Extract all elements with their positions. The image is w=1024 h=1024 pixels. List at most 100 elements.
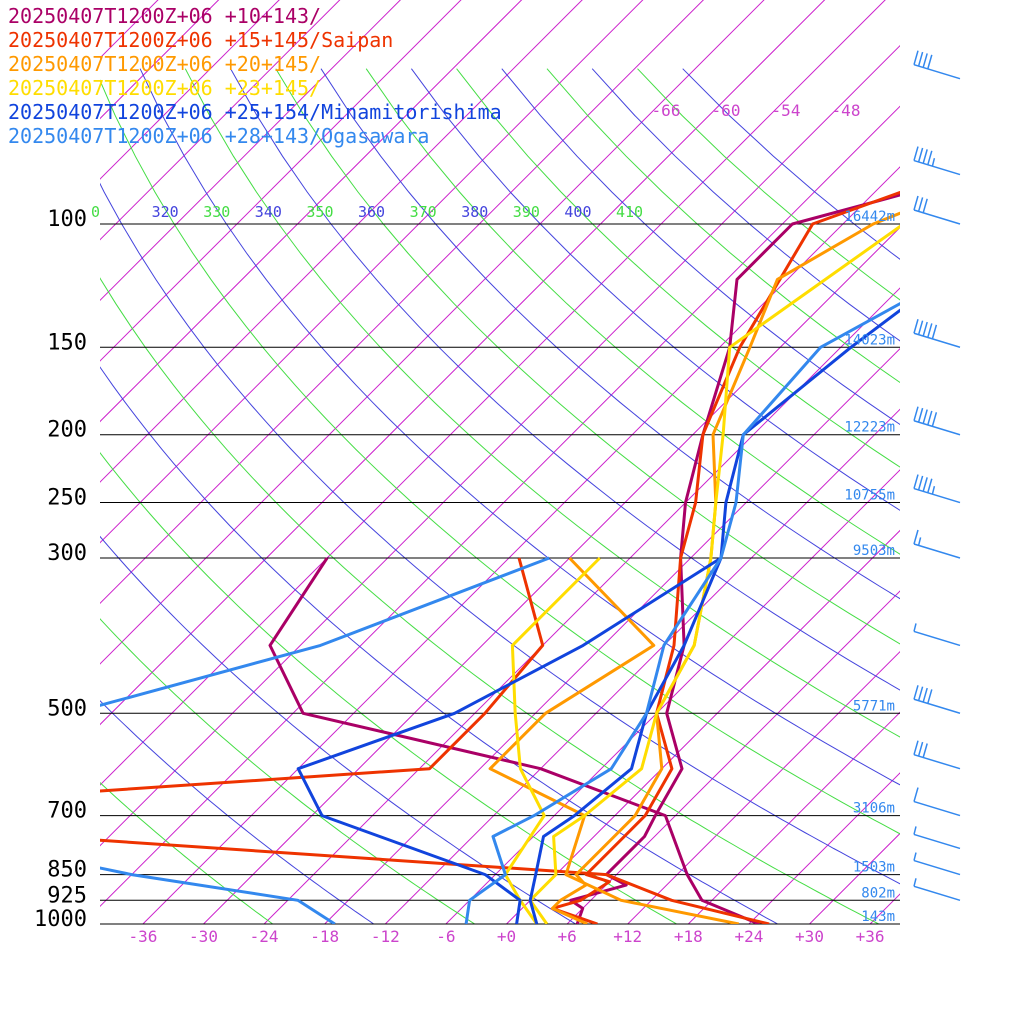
- barb-flag: [917, 197, 924, 212]
- dry-adiabat-line: [100, 700, 374, 924]
- height-label-925: 802m: [861, 885, 895, 901]
- barb-shaft: [913, 543, 961, 559]
- dry-adiabat-line: [230, 68, 900, 691]
- temperature-line: [528, 224, 900, 924]
- theta-label: 340: [255, 203, 282, 221]
- theta-label: 0: [91, 203, 100, 221]
- dry-adiabat-line: [275, 68, 900, 645]
- dry-adiabat-line: [100, 618, 475, 924]
- barb-flag: [913, 787, 919, 802]
- barb-flag: [913, 406, 919, 421]
- isotherm-line: [100, 0, 886, 786]
- dewpoint-line: [296, 556, 722, 924]
- barb-shaft: [913, 833, 961, 850]
- height-label-200: 12223m: [844, 420, 895, 436]
- dry-adiabat-line: [410, 68, 900, 511]
- theta-label: 400: [564, 203, 591, 221]
- isotherm-line: [100, 0, 826, 726]
- x-tick-label: -30: [189, 927, 218, 946]
- isotherm-line: [627, 650, 900, 924]
- x-tick-label: +36: [856, 927, 885, 946]
- height-label-150: 14023m: [844, 332, 895, 348]
- pressure-label-500: 500: [47, 696, 87, 721]
- legend-entry: 20250407T1200Z+06 +15+145/Saipan: [8, 28, 393, 52]
- height-label-500: 5771m: [853, 698, 895, 714]
- barb-flag: [913, 146, 919, 161]
- isotherm-label: -48: [832, 101, 861, 120]
- legend-entry: 20250407T1200Z+06 +23+145/: [8, 76, 321, 100]
- wind-barb: [913, 740, 961, 770]
- legend-entry: 20250407T1200Z+06 +25+154/Minamitorishim…: [8, 100, 502, 124]
- height-label-700: 3106m: [853, 801, 895, 817]
- x-tick-label: +12: [613, 927, 642, 946]
- series-3: [503, 224, 900, 924]
- theta-label: 390: [513, 203, 540, 221]
- barb-half-flag: [913, 878, 917, 887]
- temperature-line: [464, 301, 900, 924]
- pressure-level-lines: [100, 223, 900, 925]
- barb-flag: [917, 475, 924, 491]
- x-tick-label: +6: [557, 927, 576, 946]
- legend-entry: 20250407T1200Z+06 +10+143/: [8, 4, 321, 28]
- barb-flag: [922, 53, 928, 68]
- theta-label: 330: [203, 203, 230, 221]
- axis-labels: 100 16442m 150 14023m 200 12223m 250 10755m 300 9…: [34, 101, 895, 946]
- barb-shaft: [913, 487, 961, 504]
- barb-shaft: [913, 753, 961, 770]
- isotherm-line: [100, 0, 402, 302]
- x-tick-label: -24: [250, 927, 279, 946]
- barb-shaft: [913, 885, 961, 902]
- barb-flag: [917, 147, 924, 163]
- height-label-100: 16442m: [844, 209, 895, 225]
- isotherm-line: [100, 0, 280, 180]
- barb-flag: [922, 198, 928, 214]
- wind-barb: [913, 146, 961, 176]
- dry-adiabat-line: [456, 68, 900, 468]
- barb-half-flag: [913, 852, 917, 861]
- barb-flag: [922, 743, 928, 758]
- x-tick-label: -12: [371, 927, 400, 946]
- barb-shaft: [913, 859, 961, 876]
- barb-shaft: [913, 800, 961, 817]
- dry-adiabat-line: [184, 68, 900, 738]
- isotherm-line: [100, 0, 705, 605]
- series-5: [100, 301, 900, 924]
- dewpoint-line: [488, 556, 740, 924]
- height-label-250: 10755m: [844, 488, 895, 504]
- barb-half-flag: [931, 158, 936, 167]
- pressure-label-150: 150: [47, 330, 87, 355]
- legend: 20250407T1200Z+06 +10+143/20250407T1200Z…: [8, 4, 502, 148]
- legend-entry: 20250407T1200Z+06 +20+145/: [8, 52, 321, 76]
- isotherm-line: [100, 0, 523, 423]
- barb-shaft: [913, 159, 961, 176]
- x-tick-label: -6: [436, 927, 455, 946]
- isotherm-line: [566, 590, 900, 924]
- dry-adiabat-line: [365, 68, 900, 555]
- dry-adiabat-line: [320, 68, 900, 600]
- barb-flag: [917, 741, 924, 757]
- barb-half-flag: [917, 537, 922, 546]
- barb-flag: [922, 409, 928, 424]
- isotherm-label: -60: [712, 101, 741, 120]
- isotherm-label: -66: [652, 101, 681, 120]
- barb-flag: [931, 412, 938, 427]
- sounding-profiles: [100, 190, 900, 924]
- isotherm-line: [100, 0, 341, 241]
- pressure-label-200: 200: [47, 418, 87, 443]
- dry-adiabat-line: [100, 277, 879, 924]
- isotherm-line: [324, 347, 900, 924]
- theta-label: 360: [358, 203, 385, 221]
- isotherm-line: [100, 44, 900, 847]
- barb-shaft: [913, 630, 961, 647]
- barb-shaft: [913, 332, 961, 348]
- barb-flag: [927, 323, 933, 338]
- wind-barb: [913, 685, 961, 714]
- barb-flag: [922, 149, 928, 164]
- barb-flag: [913, 474, 919, 489]
- barb-half-flag: [913, 826, 917, 835]
- wind-barb: [913, 826, 961, 850]
- barb-flag: [922, 321, 928, 337]
- isotherm-line: [687, 711, 900, 924]
- barb-flag: [913, 685, 919, 700]
